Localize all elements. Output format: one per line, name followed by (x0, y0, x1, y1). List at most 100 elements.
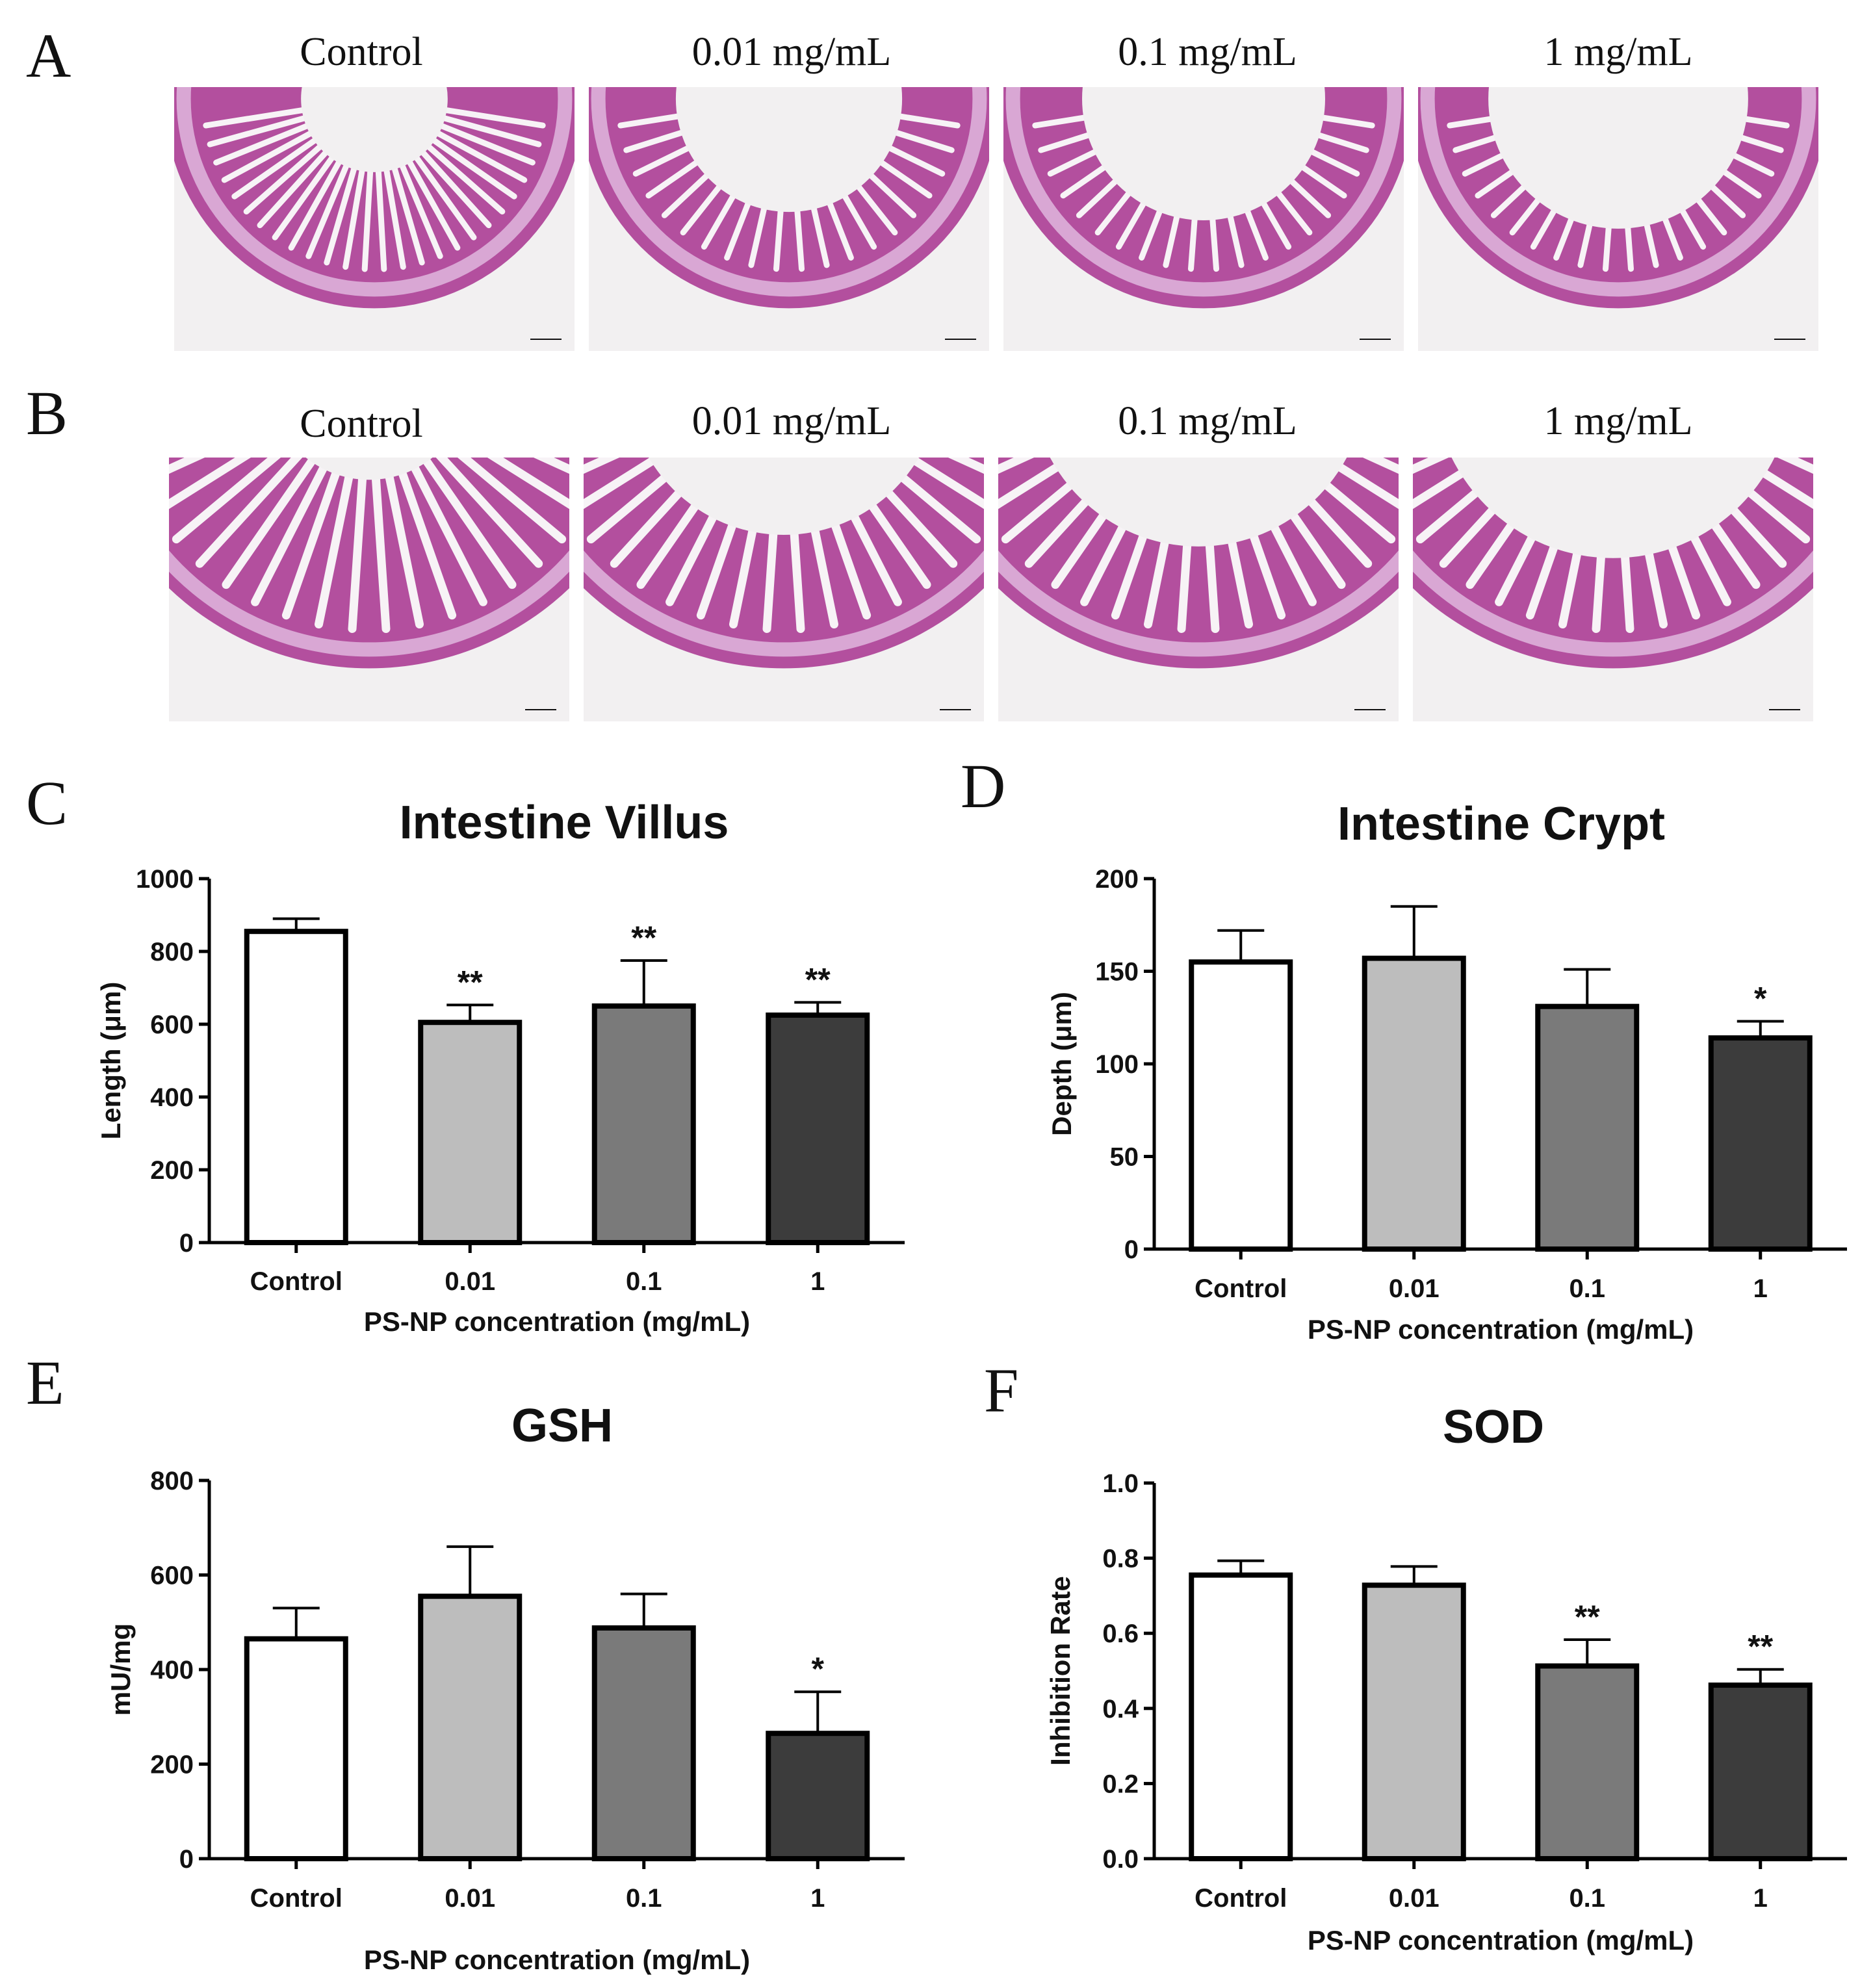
panel-label-d: D (961, 751, 1005, 821)
chart-title: Intestine Crypt (1337, 798, 1665, 850)
x-axis-label: PS-NP concentration (mg/mL) (1308, 1925, 1694, 1956)
panel-b-caption-1: 1 mg/mL (1544, 399, 1692, 443)
x-tick-label: 0.1 (1569, 1884, 1605, 1913)
chart-intestine-crypt: Intestine Crypt 0 50 100 150 200 Depth (μm) PS-… (1046, 798, 1847, 1345)
y-tick-label: 200 (1095, 865, 1139, 894)
bar-1 (1708, 1035, 1813, 1252)
panel-label-c: C (26, 768, 68, 838)
x-tick-label: 0.01 (445, 1267, 495, 1296)
y-axis-label: Depth (μm) (1046, 992, 1077, 1136)
y-axis-label: Length (μm) (96, 982, 126, 1140)
y-tick-label: 200 (150, 1751, 194, 1779)
panel-a-micrographs (173, 86, 1820, 352)
panel-a-caption-01: 0.1 mg/mL (1118, 30, 1297, 74)
x-tick-label: 0.01 (1389, 1274, 1440, 1303)
panel-b-caption-001: 0.01 mg/mL (692, 399, 892, 443)
panel-label-b: B (26, 378, 68, 448)
chart-sod: SOD 0.0 0.2 0.4 0.6 0.8 1.0 Inhibition Rate PS-N… (1045, 1401, 1847, 1956)
y-tick-label: 0.8 (1102, 1545, 1139, 1573)
micrograph-A-3 (1417, 86, 1820, 352)
x-tick-label: 0.01 (445, 1884, 495, 1913)
bar-0.1 (1535, 1663, 1640, 1862)
x-tick-label: 0.1 (1569, 1274, 1605, 1303)
panel-a-captions: Control 0.01 mg/mL 0.1 mg/mL 1 mg/mL (300, 30, 1692, 74)
panel-label-f: F (984, 1356, 1018, 1425)
bar-Control (1189, 959, 1293, 1252)
y-axis-label: mU/mg (105, 1623, 136, 1716)
chart-title: GSH (511, 1400, 613, 1452)
micrograph-A-1 (588, 86, 990, 352)
chart-intestine-villus: Intestine Villus 0 200 400 600 800 1000 Length … (96, 797, 905, 1337)
x-tick-label: 1 (1753, 1274, 1768, 1303)
significance-marker: * (1754, 980, 1767, 1016)
significance-marker: ** (1575, 1599, 1600, 1635)
y-tick-label: 600 (150, 1562, 194, 1590)
panel-label-e: E (26, 1348, 64, 1417)
x-tick-label: 1 (810, 1267, 825, 1296)
x-tick-label: 1 (810, 1884, 825, 1913)
significance-marker: ** (631, 920, 656, 956)
significance-marker: ** (1748, 1629, 1773, 1665)
bar-1 (766, 1013, 870, 1245)
micrograph-A-2 (1002, 86, 1405, 352)
y-axis-label: Inhibition Rate (1045, 1576, 1076, 1766)
x-axis-label: PS-NP concentration (mg/mL) (364, 1944, 750, 1975)
chart-gsh: GSH 0 200 400 600 800 mU/mg PS-NP concentration… (105, 1400, 905, 1975)
x-tick-label: 0.01 (1389, 1884, 1440, 1913)
micrograph-B-3 (1412, 456, 1815, 723)
panel-label-a: A (26, 21, 71, 90)
chart-title: SOD (1443, 1401, 1544, 1453)
y-tick-label: 600 (150, 1011, 194, 1039)
y-tick-label: 200 (150, 1156, 194, 1185)
panel-a-caption-001: 0.01 mg/mL (692, 30, 892, 74)
x-tick-label: Control (250, 1884, 342, 1913)
significance-marker: ** (458, 964, 483, 1000)
x-axis-label: PS-NP concentration (mg/mL) (364, 1306, 750, 1337)
bar-Control (244, 929, 348, 1245)
y-tick-label: 400 (150, 1083, 194, 1112)
y-tick-label: 0.0 (1102, 1845, 1139, 1874)
significance-marker: * (812, 1651, 825, 1687)
y-tick-label: 400 (150, 1656, 194, 1685)
micrograph-B-2 (997, 456, 1400, 723)
x-tick-label: 1 (1753, 1884, 1768, 1913)
x-tick-label: 0.1 (626, 1884, 662, 1913)
panel-b-caption-01: 0.1 mg/mL (1118, 399, 1297, 443)
y-tick-label: 0.4 (1102, 1695, 1139, 1723)
x-tick-label: Control (250, 1267, 342, 1296)
bar-Control (1189, 1572, 1293, 1862)
significance-marker: ** (805, 961, 831, 998)
panel-b-micrographs (168, 456, 1815, 723)
x-tick-label: Control (1195, 1884, 1287, 1913)
micrograph-B-0 (168, 456, 571, 723)
x-axis-label: PS-NP concentration (mg/mL) (1308, 1314, 1694, 1345)
panel-b-caption-control: Control (300, 402, 422, 446)
y-tick-label: 0.2 (1102, 1770, 1139, 1798)
chart-title: Intestine Villus (400, 797, 729, 849)
x-tick-label: 0.1 (626, 1267, 662, 1296)
y-tick-label: 0 (179, 1845, 194, 1874)
micrograph-B-1 (582, 456, 985, 723)
panel-b-captions: Control 0.01 mg/mL 0.1 mg/mL 1 mg/mL (300, 399, 1692, 446)
bar-Control (244, 1636, 348, 1861)
y-tick-label: 0 (179, 1229, 194, 1258)
bar-0.1 (591, 1003, 696, 1245)
y-tick-label: 1000 (136, 865, 194, 894)
micrograph-A-0 (173, 86, 576, 352)
bar-0.01 (1362, 1582, 1466, 1862)
bar-0.01 (418, 1594, 523, 1862)
panel-a-caption-control: Control (300, 30, 422, 74)
y-tick-label: 100 (1095, 1050, 1139, 1079)
panel-a-caption-1: 1 mg/mL (1544, 30, 1692, 74)
y-tick-label: 0 (1124, 1235, 1139, 1264)
bar-1 (1708, 1682, 1813, 1862)
x-tick-label: Control (1195, 1274, 1287, 1303)
y-tick-label: 800 (150, 1467, 194, 1495)
bar-0.1 (591, 1625, 696, 1861)
y-tick-label: 50 (1110, 1143, 1139, 1172)
bar-1 (766, 1731, 870, 1861)
y-tick-label: 1.0 (1102, 1469, 1139, 1498)
y-tick-label: 800 (150, 938, 194, 966)
bar-0.1 (1535, 1003, 1640, 1252)
